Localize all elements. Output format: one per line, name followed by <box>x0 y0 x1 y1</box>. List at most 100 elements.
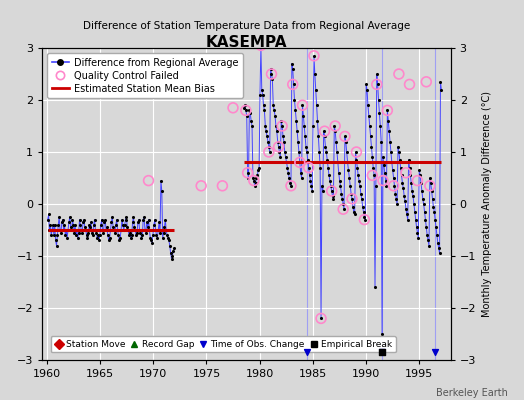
Point <box>149 232 157 238</box>
Point <box>271 112 279 119</box>
Point <box>43 216 52 223</box>
Point <box>86 224 94 230</box>
Point <box>256 92 264 98</box>
Point <box>336 182 345 189</box>
Point <box>343 149 351 155</box>
Point <box>320 128 329 134</box>
Point <box>348 196 356 202</box>
Point <box>348 203 357 210</box>
Point <box>100 219 108 225</box>
Point <box>50 232 58 238</box>
Point <box>413 178 422 184</box>
Point <box>437 86 445 93</box>
Point <box>137 234 146 241</box>
Point <box>314 133 323 140</box>
Point <box>109 224 117 230</box>
Point <box>280 149 289 155</box>
Point <box>218 182 226 189</box>
Point <box>369 164 377 171</box>
Point <box>383 182 391 189</box>
Point <box>261 123 269 129</box>
Point <box>352 149 361 155</box>
Point <box>392 196 400 202</box>
Point <box>318 182 326 189</box>
Point <box>308 188 316 194</box>
Point <box>405 156 413 163</box>
Point <box>63 234 71 241</box>
Point <box>408 188 417 194</box>
Point <box>73 227 81 233</box>
Point <box>348 196 356 202</box>
Point <box>381 178 390 184</box>
Point <box>311 71 319 77</box>
Point <box>161 216 170 223</box>
Point <box>422 78 431 85</box>
Point <box>338 196 346 202</box>
Point <box>397 164 405 171</box>
Point <box>399 185 408 192</box>
Point <box>416 172 424 178</box>
Point <box>361 216 369 223</box>
Point <box>422 224 431 230</box>
Point <box>328 188 336 194</box>
Point <box>360 214 368 220</box>
Point <box>50 222 59 228</box>
Point <box>357 190 365 197</box>
Point <box>428 188 436 194</box>
Point <box>320 128 328 134</box>
Point <box>306 178 314 184</box>
Point <box>334 159 342 166</box>
Point <box>95 237 103 244</box>
Point <box>49 222 57 228</box>
Point <box>307 182 315 189</box>
Point <box>293 128 301 134</box>
Point <box>240 104 248 111</box>
Point <box>96 222 105 228</box>
Point <box>322 149 331 155</box>
Point <box>385 128 394 134</box>
Point <box>289 81 297 88</box>
Point <box>252 180 260 186</box>
Point <box>298 102 307 108</box>
Point <box>229 104 237 111</box>
Point <box>68 216 77 223</box>
Point <box>245 107 254 114</box>
Point <box>144 216 152 223</box>
Point <box>431 216 439 223</box>
Point <box>370 172 378 178</box>
Point <box>246 110 255 116</box>
Point <box>278 123 286 129</box>
Point <box>355 178 363 184</box>
Point <box>358 203 367 210</box>
Point <box>352 149 360 155</box>
Point <box>249 178 258 184</box>
Point <box>372 182 380 189</box>
Point <box>402 211 411 218</box>
Point <box>277 118 286 124</box>
Point <box>374 97 383 103</box>
Point <box>110 227 118 233</box>
Point <box>105 234 114 241</box>
Point <box>89 232 97 238</box>
Point <box>289 66 297 72</box>
Point <box>365 112 373 119</box>
Point <box>305 172 314 178</box>
Point <box>136 229 144 236</box>
Point <box>351 211 359 218</box>
Point <box>366 123 374 129</box>
Point <box>104 232 112 238</box>
Point <box>67 224 75 230</box>
Point <box>59 227 68 233</box>
Point <box>78 229 86 236</box>
Point <box>337 190 345 197</box>
Point <box>275 144 283 150</box>
Point <box>343 159 352 166</box>
Point <box>332 138 340 145</box>
Point <box>383 107 391 114</box>
Point <box>344 167 353 174</box>
Point <box>131 227 139 233</box>
Point <box>412 224 421 230</box>
Point <box>90 222 98 228</box>
Point <box>400 193 408 199</box>
Point <box>342 138 350 145</box>
